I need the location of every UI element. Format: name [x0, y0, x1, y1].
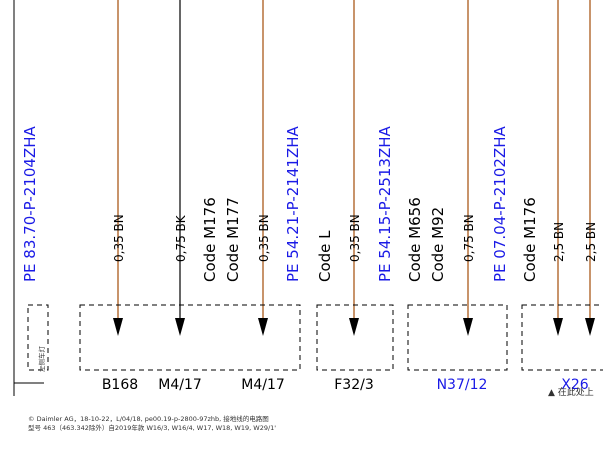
component-box	[316, 304, 394, 371]
arrow	[113, 318, 123, 336]
wire-label: 2,5 BN	[584, 222, 598, 262]
code-label: Code M176	[521, 197, 539, 282]
component-label: B168	[102, 377, 138, 393]
component-box	[79, 304, 301, 371]
wire-label: 0,35 BN	[112, 214, 126, 262]
arrow	[258, 318, 268, 336]
arrow	[463, 318, 473, 336]
footer-text: © Daimler AG，18-10-22，L/04/18, pe00.19-p…	[28, 414, 269, 423]
footer-text: 型号 463（463.342除外）自2019年款 W16/3, W16/4, W…	[28, 423, 276, 432]
component-box	[521, 304, 603, 371]
code-label: Code M656	[406, 197, 424, 282]
component-box	[27, 304, 49, 371]
code-label: Code M177	[224, 197, 242, 282]
reference-link: PE 83.70-P-2104ZHA	[21, 125, 39, 282]
code-label: Code L	[316, 230, 334, 282]
code-label: Code M92	[429, 207, 447, 282]
reference-link: PE 54.21-P-2141ZHA	[284, 125, 302, 282]
note: 左侧车灯	[37, 346, 46, 373]
wire-label: 0,75 BN	[462, 214, 476, 262]
component-label: X26	[561, 377, 588, 393]
arrow	[585, 318, 595, 336]
wire-label: 0,35 BN	[257, 214, 271, 262]
component-label: N37/12	[437, 377, 488, 393]
component-box	[407, 304, 508, 371]
arrow	[553, 318, 563, 336]
arrow	[349, 318, 359, 336]
wire-label: 0,35 BN	[348, 214, 362, 262]
wire-label: 0,75 BK	[174, 214, 188, 262]
reference-link: PE 07.04-P-2102ZHA	[491, 125, 509, 282]
continuation-note: ▲ 在此处上	[548, 386, 594, 398]
code-label: Code M176	[201, 197, 219, 282]
arrow	[175, 318, 185, 336]
wire-label: 2,5 BN	[552, 222, 566, 262]
component-label: F32/3	[334, 377, 374, 393]
component-label: M4/17	[158, 377, 202, 393]
reference-link: PE 54.15-P-2513ZHA	[376, 125, 394, 282]
component-label: M4/17	[241, 377, 285, 393]
